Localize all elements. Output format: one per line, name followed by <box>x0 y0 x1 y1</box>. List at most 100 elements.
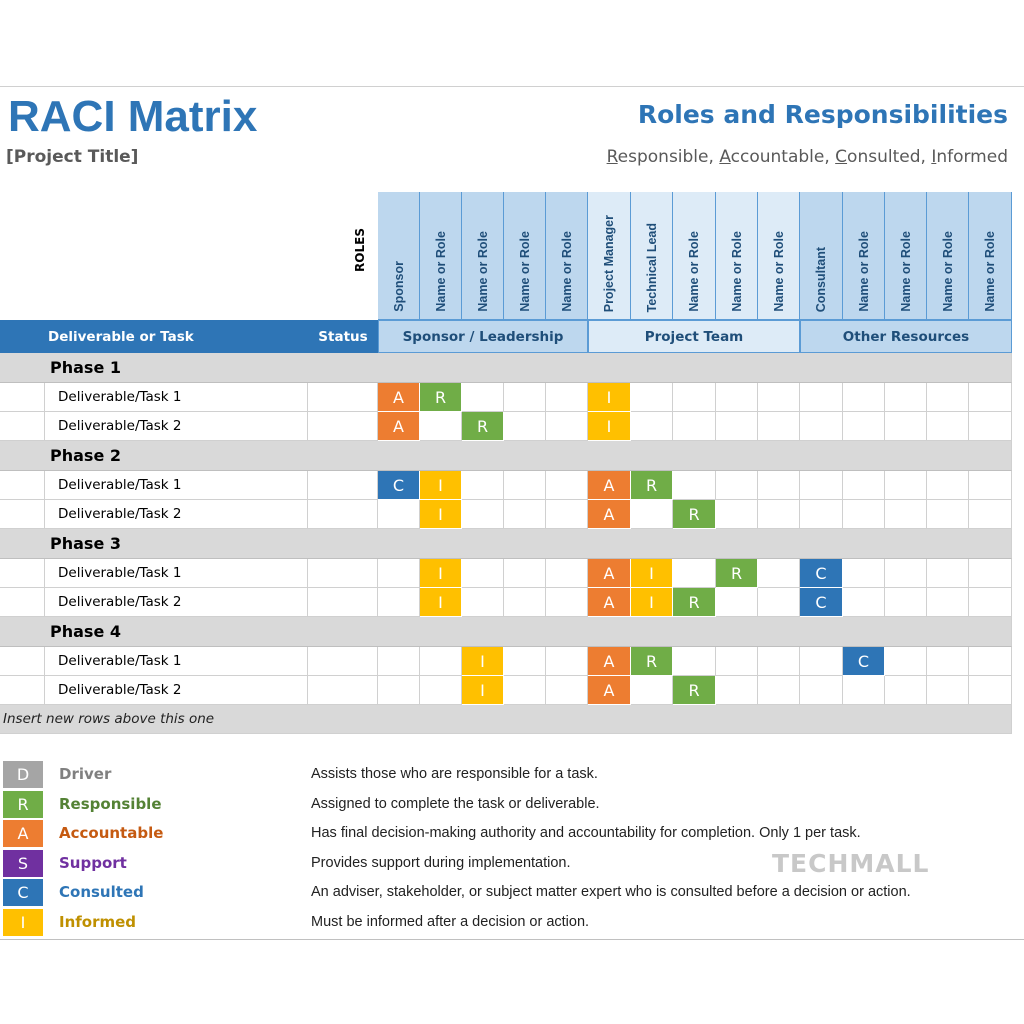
raci-cell[interactable] <box>927 412 969 441</box>
role-header[interactable]: Name or Role <box>758 192 800 320</box>
raci-cell[interactable] <box>843 588 885 617</box>
raci-cell[interactable] <box>758 676 800 705</box>
raci-cell[interactable] <box>927 676 969 705</box>
raci-cell[interactable] <box>420 676 462 705</box>
row-spacer-cell[interactable] <box>0 676 45 705</box>
raci-cell[interactable] <box>462 588 504 617</box>
status-cell[interactable] <box>308 500 378 529</box>
raci-cell[interactable] <box>504 588 546 617</box>
raci-cell-A[interactable]: A <box>588 676 631 705</box>
task-name-cell[interactable]: Deliverable/Task 2 <box>45 588 308 617</box>
raci-cell[interactable] <box>927 588 969 617</box>
raci-cell[interactable] <box>969 559 1012 588</box>
raci-cell[interactable] <box>843 412 885 441</box>
raci-cell[interactable] <box>673 559 716 588</box>
role-header[interactable]: Name or Role <box>420 192 462 320</box>
raci-cell-C[interactable]: C <box>800 588 843 617</box>
raci-cell[interactable] <box>885 412 927 441</box>
raci-cell[interactable] <box>800 383 843 412</box>
row-spacer-cell[interactable] <box>0 647 45 676</box>
raci-cell[interactable] <box>631 412 673 441</box>
task-name-cell[interactable]: Deliverable/Task 2 <box>45 500 308 529</box>
raci-cell[interactable] <box>504 647 546 676</box>
raci-cell[interactable] <box>378 647 420 676</box>
raci-cell[interactable] <box>716 500 758 529</box>
raci-cell[interactable] <box>378 500 420 529</box>
status-cell[interactable] <box>308 471 378 500</box>
raci-cell[interactable] <box>546 500 588 529</box>
status-cell[interactable] <box>308 676 378 705</box>
raci-cell[interactable] <box>546 647 588 676</box>
raci-cell[interactable] <box>885 588 927 617</box>
raci-cell[interactable] <box>378 676 420 705</box>
raci-cell[interactable] <box>673 471 716 500</box>
raci-cell-I[interactable]: I <box>420 471 462 500</box>
raci-cell[interactable] <box>927 383 969 412</box>
raci-cell[interactable] <box>631 383 673 412</box>
raci-cell-A[interactable]: A <box>588 559 631 588</box>
raci-cell[interactable] <box>758 588 800 617</box>
raci-cell[interactable] <box>546 471 588 500</box>
raci-cell-I[interactable]: I <box>631 559 673 588</box>
raci-cell[interactable] <box>504 412 546 441</box>
task-name-cell[interactable]: Deliverable/Task 1 <box>45 559 308 588</box>
raci-cell-I[interactable]: I <box>420 500 462 529</box>
raci-cell[interactable] <box>546 588 588 617</box>
raci-cell[interactable] <box>716 588 758 617</box>
role-header[interactable]: Name or Role <box>716 192 758 320</box>
row-spacer-cell[interactable] <box>0 383 45 412</box>
status-cell[interactable] <box>308 383 378 412</box>
raci-cell[interactable] <box>462 383 504 412</box>
raci-cell-I[interactable]: I <box>462 676 504 705</box>
raci-cell[interactable] <box>885 471 927 500</box>
raci-cell[interactable] <box>716 383 758 412</box>
raci-cell-I[interactable]: I <box>420 588 462 617</box>
raci-cell[interactable] <box>378 559 420 588</box>
raci-cell-I[interactable]: I <box>420 559 462 588</box>
role-header[interactable]: Name or Role <box>673 192 716 320</box>
raci-cell[interactable] <box>843 676 885 705</box>
task-name-cell[interactable]: Deliverable/Task 1 <box>45 647 308 676</box>
raci-cell[interactable] <box>969 412 1012 441</box>
raci-cell[interactable] <box>927 559 969 588</box>
role-header[interactable]: Name or Role <box>885 192 927 320</box>
raci-cell-C[interactable]: C <box>378 471 420 500</box>
raci-cell-I[interactable]: I <box>588 412 631 441</box>
task-name-cell[interactable]: Deliverable/Task 1 <box>45 471 308 500</box>
raci-cell[interactable] <box>969 676 1012 705</box>
raci-cell-R[interactable]: R <box>673 588 716 617</box>
raci-cell-R[interactable]: R <box>631 647 673 676</box>
raci-cell-I[interactable]: I <box>588 383 631 412</box>
raci-cell[interactable] <box>927 647 969 676</box>
raci-cell[interactable] <box>378 588 420 617</box>
raci-cell[interactable] <box>885 500 927 529</box>
raci-cell[interactable] <box>843 471 885 500</box>
raci-cell[interactable] <box>969 647 1012 676</box>
raci-cell[interactable] <box>800 412 843 441</box>
raci-cell[interactable] <box>673 383 716 412</box>
raci-cell[interactable] <box>843 500 885 529</box>
raci-cell[interactable] <box>546 559 588 588</box>
raci-cell-R[interactable]: R <box>673 500 716 529</box>
role-header[interactable]: Technical Lead <box>631 192 673 320</box>
raci-cell[interactable] <box>758 471 800 500</box>
raci-cell[interactable] <box>716 676 758 705</box>
raci-cell-R[interactable]: R <box>462 412 504 441</box>
raci-cell-A[interactable]: A <box>588 647 631 676</box>
raci-cell-I[interactable]: I <box>631 588 673 617</box>
role-header[interactable]: Name or Role <box>546 192 588 320</box>
raci-cell[interactable] <box>800 471 843 500</box>
raci-cell[interactable] <box>546 412 588 441</box>
raci-cell[interactable] <box>885 647 927 676</box>
raci-cell[interactable] <box>969 383 1012 412</box>
raci-cell[interactable] <box>758 412 800 441</box>
raci-cell-R[interactable]: R <box>631 471 673 500</box>
raci-cell[interactable] <box>673 412 716 441</box>
role-header[interactable]: Name or Role <box>969 192 1012 320</box>
role-header[interactable]: Name or Role <box>504 192 546 320</box>
raci-cell[interactable] <box>758 559 800 588</box>
status-cell[interactable] <box>308 559 378 588</box>
raci-cell[interactable] <box>504 383 546 412</box>
raci-cell[interactable] <box>462 559 504 588</box>
raci-cell-A[interactable]: A <box>588 471 631 500</box>
